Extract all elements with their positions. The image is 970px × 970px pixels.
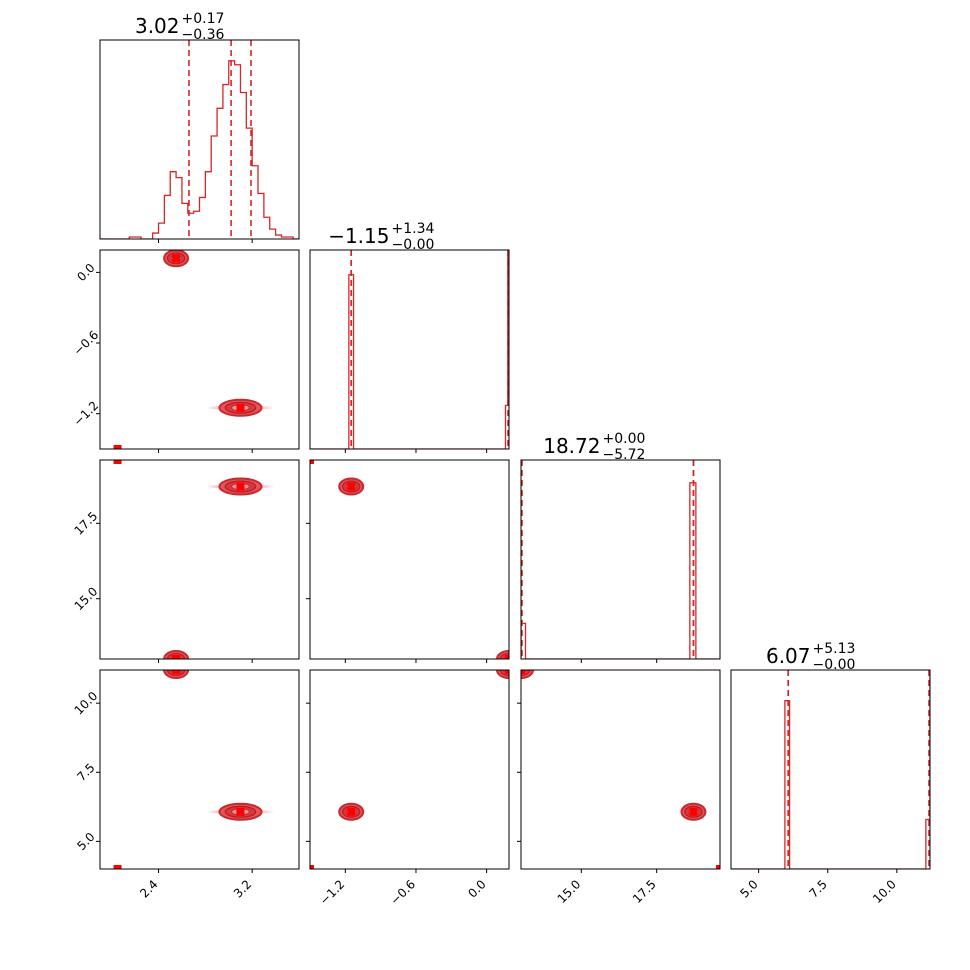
pair-frame-3-0 [99, 669, 300, 870]
pair-panel-3-2 [521, 670, 720, 869]
outlier-point [310, 865, 314, 869]
histogram-frame-3 [520, 459, 721, 660]
density-peak [172, 670, 181, 674]
pair-frame-3-1 [309, 669, 510, 870]
x-tick-label: 15.0 [555, 877, 584, 906]
pair-frame-3-2 [520, 669, 721, 870]
histogram-frame-2 [309, 249, 510, 450]
outlier-point [113, 445, 122, 449]
x-tick-label: 2.4 [137, 877, 160, 900]
panel-title-upper: +5.13 [813, 641, 856, 657]
density-peak [236, 807, 245, 816]
x-tick-label: 10.0 [870, 877, 899, 906]
pair-frame-2-1 [309, 459, 510, 660]
x-tick-label: 0.0 [465, 877, 488, 900]
x-tick-label: −1.2 [317, 877, 348, 908]
x-tick-label: 3.2 [231, 877, 254, 900]
histogram-panel-1 [100, 40, 299, 239]
pair-panel-3-0 [113, 670, 275, 869]
density-peak [172, 655, 181, 659]
panel-title-upper: +0.17 [182, 11, 225, 27]
histogram-step [310, 250, 509, 449]
pair-frame-2-0 [99, 459, 300, 660]
histogram-panel-2 [310, 250, 509, 449]
density-peak [689, 807, 698, 816]
panel-title-median: 6.07 [766, 644, 811, 668]
density-peak [236, 482, 245, 491]
outlier-point [113, 460, 122, 464]
histogram-frame-4 [730, 669, 931, 870]
x-tick-label: 17.5 [630, 877, 659, 906]
pair-panel-2-1 [310, 460, 509, 659]
outlier-point [716, 865, 720, 869]
histogram-panel-4 [731, 670, 930, 869]
x-tick-label: −0.6 [388, 877, 419, 908]
histogram-step [521, 482, 720, 659]
density-peak [347, 482, 356, 491]
pair-panel-3-1 [310, 670, 509, 869]
panel-title-lower: −0.00 [813, 657, 856, 673]
histogram-panel-3 [521, 460, 720, 659]
outlier-point [310, 460, 314, 464]
outlier-point [113, 865, 122, 869]
density-peak [236, 403, 245, 412]
panel-title-lower: −0.00 [392, 237, 435, 253]
panel-title-median: 3.02 [135, 14, 180, 38]
pair-frame-1-0 [99, 249, 300, 450]
panel-title-upper: +0.00 [603, 431, 646, 447]
pair-panel-1-0 [113, 250, 275, 449]
density-peak [172, 254, 181, 263]
density-peak [505, 670, 509, 674]
panel-title-median: −1.15 [328, 224, 389, 248]
histogram-step [731, 670, 930, 869]
y-tick-label: 7.5 [74, 761, 97, 784]
x-tick-label: 7.5 [806, 877, 829, 900]
y-tick-label: 5.0 [74, 830, 97, 853]
histogram-step [100, 60, 299, 239]
panel-title-median: 18.72 [543, 434, 600, 458]
density-peak [521, 670, 525, 674]
histogram-frame-1 [99, 39, 300, 240]
x-tick-label: 5.0 [737, 877, 760, 900]
y-tick-label: 0.0 [74, 261, 97, 284]
panel-title-upper: +1.34 [392, 221, 435, 237]
density-peak [505, 655, 509, 659]
density-peak [347, 807, 356, 816]
pair-panel-2-0 [113, 460, 275, 659]
panel-title-lower: −5.72 [603, 447, 646, 463]
panel-title-lower: −0.36 [182, 27, 225, 43]
